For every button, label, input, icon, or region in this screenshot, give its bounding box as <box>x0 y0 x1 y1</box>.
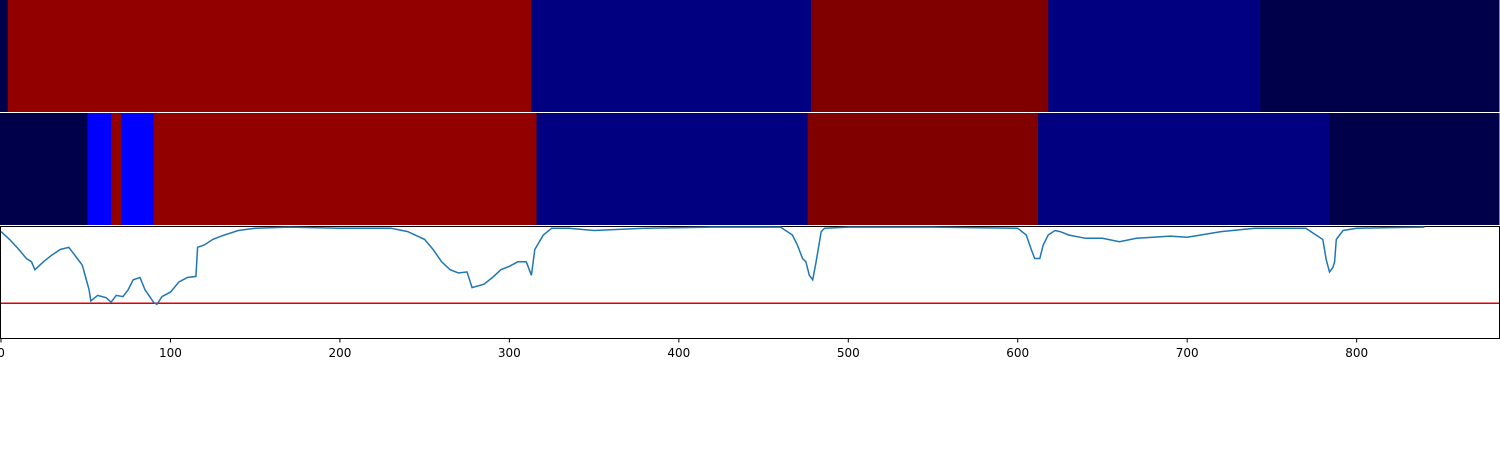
segment <box>87 113 112 225</box>
segment <box>1329 113 1500 225</box>
segment <box>536 113 809 225</box>
segment <box>111 113 122 225</box>
segment <box>121 113 155 225</box>
x-tick-label: 400 <box>667 346 690 360</box>
segment <box>531 0 812 112</box>
x-tick-label: 800 <box>1345 346 1368 360</box>
x-tick-label: 200 <box>328 346 351 360</box>
segment <box>7 0 532 112</box>
plot-area <box>0 226 1500 339</box>
x-tick-label: 0 <box>0 346 5 360</box>
x-tick-label: 600 <box>1006 346 1029 360</box>
x-tick-label: 100 <box>159 346 182 360</box>
x-tick-label: 500 <box>837 346 860 360</box>
segment <box>807 113 1039 225</box>
segment <box>1048 0 1261 112</box>
segment <box>0 0 9 112</box>
x-tick-label: 700 <box>1176 346 1199 360</box>
segment <box>0 113 88 225</box>
segment <box>153 113 537 225</box>
segment <box>811 0 1049 112</box>
x-tick-label: 300 <box>498 346 521 360</box>
segment <box>1038 113 1331 225</box>
segment <box>1260 0 1500 112</box>
line <box>0 226 1425 306</box>
